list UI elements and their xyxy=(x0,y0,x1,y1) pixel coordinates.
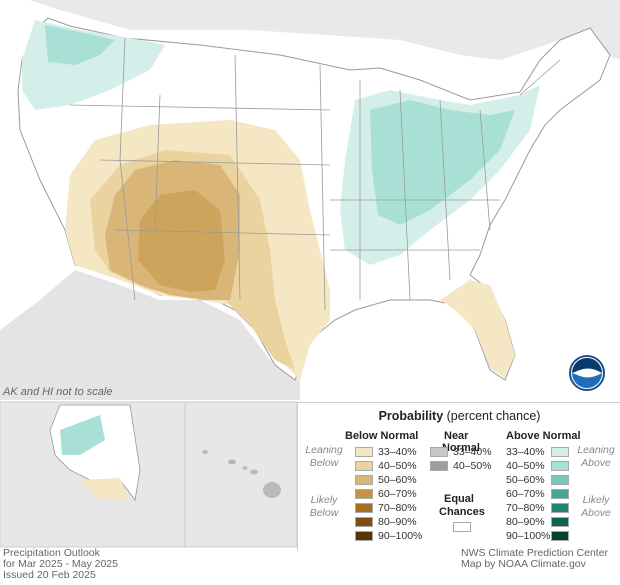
above-normal-swatch xyxy=(551,447,569,457)
below-normal-label: 80–90% xyxy=(378,516,417,528)
below-normal-label: 90–100% xyxy=(378,530,423,542)
above-normal-header: Above Normal xyxy=(506,430,581,442)
footer-issued: Issued 20 Feb 2025 xyxy=(3,569,96,581)
below-normal-swatch xyxy=(355,461,373,471)
likely-below-label: Likely Below xyxy=(309,494,339,519)
mexico-landmass xyxy=(0,270,300,400)
scale-note: AK and HI not to scale xyxy=(3,386,113,398)
above-normal-label: 60–70% xyxy=(506,488,545,500)
above-40-50-nw xyxy=(45,25,115,65)
near-normal-header-line1: Near xyxy=(444,430,469,442)
above-normal-label: 90–100% xyxy=(506,530,551,542)
above-normal-swatch xyxy=(551,461,569,471)
below-normal-swatch xyxy=(355,489,373,499)
state-borders xyxy=(69,37,561,311)
alaska-below xyxy=(80,478,130,500)
likely-above-label: Likely Above xyxy=(581,494,611,519)
footer-source: NWS Climate Prediction Center xyxy=(461,547,609,559)
footer-left: Precipitation Outlook for Mar 2025 - May… xyxy=(3,548,118,581)
above-normal-swatch xyxy=(551,531,569,541)
above-normal-swatch xyxy=(551,489,569,499)
below-normal-header: Below Normal xyxy=(345,430,419,442)
legend: Probability (percent chance) Below Norma… xyxy=(297,402,620,551)
below-normal-label: 50–60% xyxy=(378,474,417,486)
below-33-40-se xyxy=(440,280,515,378)
equal-chances-swatch xyxy=(453,522,471,532)
hawaii-islands xyxy=(202,450,281,498)
footer-period: for Mar 2025 - May 2025 xyxy=(3,558,118,570)
below-normal-label: 70–80% xyxy=(378,502,417,514)
leaning-above-label: Leaning Above xyxy=(577,444,615,469)
near-normal-label: 40–50% xyxy=(453,460,492,472)
above-normal-label: 70–80% xyxy=(506,502,545,514)
below-normal-label: 60–70% xyxy=(378,488,417,500)
near-normal-swatch xyxy=(430,461,448,471)
below-normal-swatch xyxy=(355,503,373,513)
above-normal-label: 33–40% xyxy=(506,446,545,458)
below-normal-swatch xyxy=(355,475,373,485)
below-normal-label: 40–50% xyxy=(378,460,417,472)
above-normal-swatch xyxy=(551,503,569,513)
above-normal-label: 50–60% xyxy=(506,474,545,486)
below-normal-swatch xyxy=(355,447,373,457)
footer-right: NWS Climate Prediction Center Map by NOA… xyxy=(461,548,608,570)
below-normal-swatch xyxy=(355,531,373,541)
above-normal-label: 40–50% xyxy=(506,460,545,472)
canada-landmass xyxy=(30,0,620,60)
above-normal-swatch xyxy=(551,517,569,527)
noaa-logo-text: NOAA xyxy=(577,371,595,377)
near-normal-swatch xyxy=(430,447,448,457)
below-normal-swatch xyxy=(355,517,373,527)
equal-chances-line2: Chances xyxy=(439,506,485,518)
footer-credit: Map by NOAA Climate.gov xyxy=(461,558,586,570)
above-40-50-east xyxy=(370,100,515,225)
footer-title: Precipitation Outlook xyxy=(3,547,100,559)
legend-title: Probability (percent chance) xyxy=(378,409,541,423)
alaska-above xyxy=(60,415,105,455)
below-60-70 xyxy=(138,190,225,292)
above-normal-label: 80–90% xyxy=(506,516,545,528)
above-normal-swatch xyxy=(551,475,569,485)
equal-chances-line1: Equal xyxy=(444,493,474,505)
near-normal-label: 33–40% xyxy=(453,446,492,458)
leaning-below-label: Leaning Below xyxy=(305,444,343,469)
below-normal-label: 33–40% xyxy=(378,446,417,458)
near-normal-header-line2: Normal xyxy=(442,442,480,454)
